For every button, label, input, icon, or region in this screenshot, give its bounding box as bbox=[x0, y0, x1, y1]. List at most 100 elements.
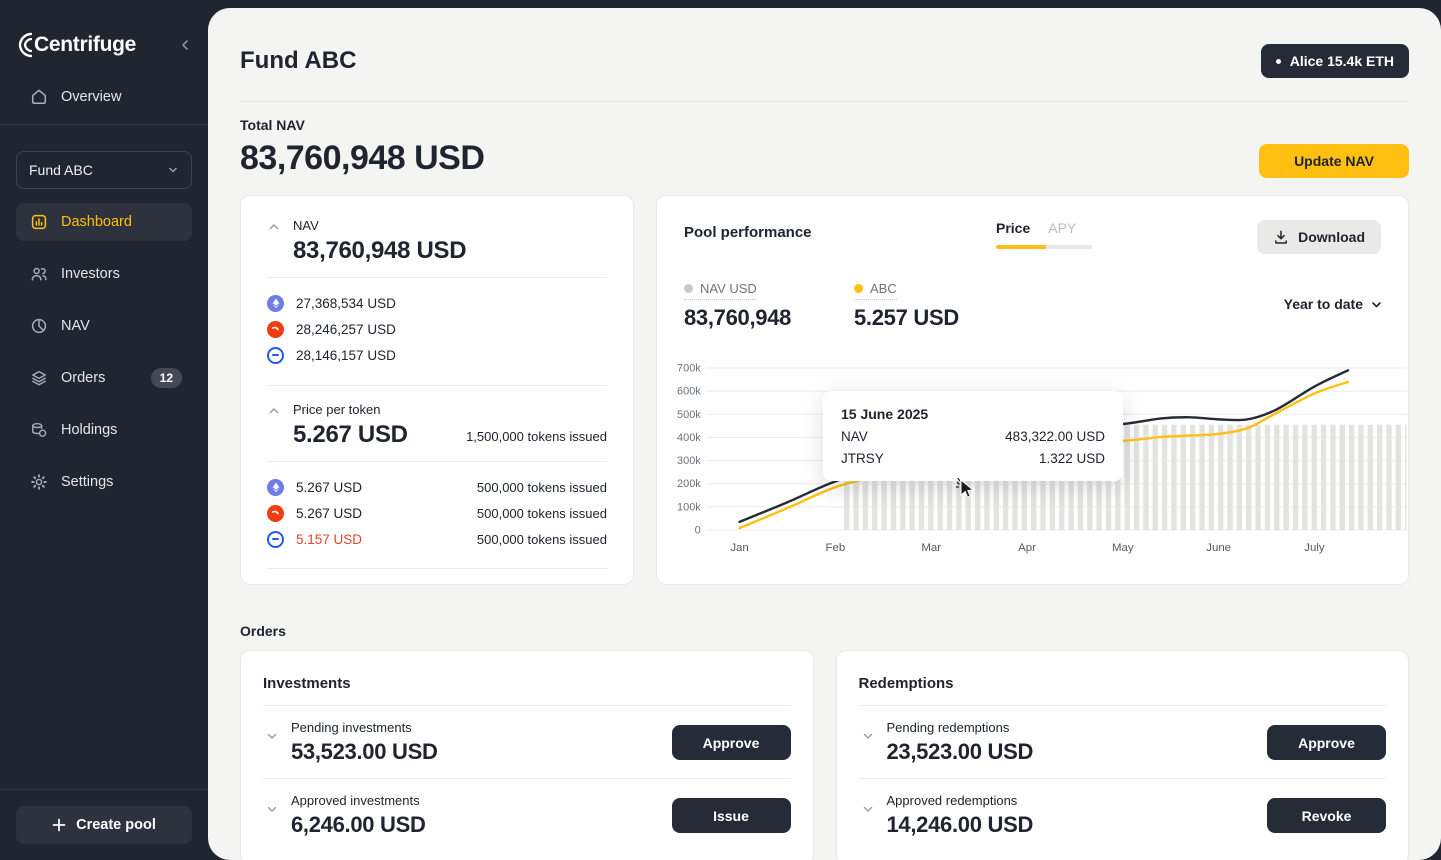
svg-text:June: June bbox=[1206, 542, 1231, 554]
divider bbox=[858, 705, 1386, 706]
tab-underline-inactive bbox=[1046, 245, 1092, 249]
tooltip-row-value: 1.322 USD bbox=[1038, 451, 1105, 466]
revoke-redemptions-button[interactable]: Revoke bbox=[1267, 798, 1386, 833]
sidebar-collapse-icon[interactable] bbox=[178, 38, 192, 52]
expand-row-icon[interactable] bbox=[861, 802, 875, 816]
ethereum-icon bbox=[267, 294, 284, 312]
approve-redemptions-button[interactable]: Approve bbox=[1267, 725, 1386, 760]
page-title: Fund ABC bbox=[240, 47, 357, 74]
redemptions-title: Redemptions bbox=[858, 675, 954, 692]
centrifuge-logo-arcs bbox=[18, 32, 32, 58]
range-select-value: Year to date bbox=[1283, 296, 1363, 312]
tab-underline-track bbox=[996, 245, 1092, 249]
blue-network-icon bbox=[267, 530, 284, 548]
collapse-section-icon[interactable] bbox=[267, 404, 281, 449]
header-divider bbox=[240, 101, 1409, 102]
tab-price[interactable]: Price bbox=[996, 220, 1031, 236]
svg-text:600k: 600k bbox=[677, 386, 701, 398]
tokens-issued-total: 1,500,000 tokens issued bbox=[466, 429, 607, 444]
logo-row: Centrifuge bbox=[16, 26, 192, 64]
coins-icon bbox=[30, 421, 48, 439]
svg-text:500k: 500k bbox=[677, 409, 701, 421]
divider bbox=[267, 277, 607, 278]
main-panel: Fund ABC Alice 15.4k ETH Total NAV 83,76… bbox=[208, 8, 1441, 860]
range-select[interactable]: Year to date bbox=[1284, 296, 1383, 312]
sidebar-item-investors[interactable]: Investors bbox=[16, 255, 192, 293]
legend-label-nav: NAV USD bbox=[700, 281, 757, 296]
svg-text:Apr: Apr bbox=[1018, 542, 1036, 554]
investments-title: Investments bbox=[263, 675, 351, 692]
price-section-value: 5.267 USD bbox=[293, 421, 408, 448]
home-icon bbox=[30, 88, 48, 106]
fund-select-value: Fund ABC bbox=[29, 162, 93, 178]
expand-row-icon[interactable] bbox=[265, 802, 279, 816]
plus-icon bbox=[52, 818, 66, 832]
create-pool-button[interactable]: Create pool bbox=[16, 806, 192, 844]
sidebar-item-settings[interactable]: Settings bbox=[16, 463, 192, 501]
sidebar-item-label: Dashboard bbox=[61, 214, 132, 230]
tab-apy[interactable]: APY bbox=[1048, 220, 1077, 236]
sidebar-item-dashboard[interactable]: Dashboard bbox=[16, 203, 192, 241]
legend-value-abc: 5.257 USD bbox=[854, 305, 959, 330]
create-pool-label: Create pool bbox=[76, 817, 156, 833]
legend-value-nav: 83,760,948 bbox=[684, 305, 792, 330]
chart-tooltip: 15 June 2025 NAV 483,322.00 USD JTRSY 1.… bbox=[823, 391, 1123, 481]
nav-chain-value: 28,146,157 USD bbox=[296, 347, 396, 363]
download-icon bbox=[1275, 230, 1288, 244]
order-row: Pending investments 53,523.00 USD Approv… bbox=[263, 706, 791, 778]
price-chain-value: 5.267 USD bbox=[296, 505, 363, 521]
sidebar-item-nav[interactable]: NAV bbox=[16, 307, 192, 345]
order-row-label: Approved redemptions bbox=[886, 793, 1018, 808]
wallet-badge-label: Alice 15.4k ETH bbox=[1289, 53, 1394, 69]
orders-count-badge: 12 bbox=[150, 368, 182, 388]
divider bbox=[267, 461, 607, 462]
investors-icon bbox=[30, 265, 48, 283]
svg-text:Jan: Jan bbox=[730, 542, 748, 554]
collapse-section-icon[interactable] bbox=[267, 220, 281, 265]
red-network-icon bbox=[267, 504, 284, 522]
tooltip-date: 15 June 2025 bbox=[841, 406, 929, 422]
divider bbox=[263, 778, 791, 779]
sidebar-item-holdings[interactable]: Holdings bbox=[16, 411, 192, 449]
centrifuge-logo: Centrifuge bbox=[16, 28, 136, 62]
tab-underline-active bbox=[996, 245, 1046, 249]
dashboard-icon bbox=[30, 213, 48, 231]
order-row: Approved redemptions 14,246.00 USD Revok… bbox=[859, 779, 1386, 851]
sidebar-item-label: Overview bbox=[61, 89, 122, 105]
pool-performance-card: Pool performance Download Price APY bbox=[656, 195, 1409, 585]
fund-select[interactable]: Fund ABC bbox=[16, 151, 192, 189]
logo-text: Centrifuge bbox=[34, 33, 137, 56]
tooltip-row-label: JTRSY bbox=[841, 451, 884, 466]
nav-section-label: NAV bbox=[293, 218, 319, 233]
svg-text:100k: 100k bbox=[677, 501, 701, 513]
svg-text:300k: 300k bbox=[677, 455, 701, 467]
issue-investments-button[interactable]: Issue bbox=[671, 798, 791, 833]
sidebar-divider bbox=[0, 124, 208, 125]
order-row: Approved investments 6,246.00 USD Issue bbox=[263, 779, 791, 851]
wallet-badge[interactable]: Alice 15.4k ETH bbox=[1260, 44, 1409, 78]
blue-network-icon bbox=[267, 346, 284, 364]
sidebar-item-orders[interactable]: Orders 12 bbox=[16, 359, 192, 397]
total-nav-value: 83,760,948 USD bbox=[240, 139, 485, 177]
chevron-down-icon bbox=[169, 167, 177, 173]
nav-chain-row: 28,246,257 USD bbox=[267, 316, 607, 342]
expand-row-icon[interactable] bbox=[861, 729, 875, 743]
sidebar-item-overview[interactable]: Overview bbox=[16, 82, 192, 112]
svg-text:July: July bbox=[1304, 542, 1325, 554]
investments-card: Investments Pending investments 53,523.0… bbox=[240, 650, 814, 860]
red-network-icon bbox=[267, 320, 284, 338]
redemptions-card: Redemptions Pending redemptions 23,523.0… bbox=[835, 650, 1409, 860]
price-chain-row: 5.267 USD 500,000 tokens issued bbox=[267, 474, 607, 500]
order-row-value: 23,523.00 USD bbox=[886, 739, 1034, 764]
ethereum-icon bbox=[267, 478, 284, 496]
approve-investments-button[interactable]: Approve bbox=[671, 725, 791, 760]
price-chain-value: 5.267 USD bbox=[296, 479, 363, 495]
legend-label-abc: ABC bbox=[870, 281, 897, 296]
update-nav-button[interactable]: Update NAV bbox=[1259, 144, 1409, 178]
nav-chain-row: 27,368,534 USD bbox=[267, 290, 607, 316]
download-button[interactable]: Download bbox=[1257, 220, 1381, 254]
chart-legend: NAV USD 83,760,948 ABC 5.257 USD bbox=[684, 281, 1381, 331]
legend-abc: ABC 5.257 USD bbox=[854, 281, 1024, 331]
expand-row-icon[interactable] bbox=[265, 729, 279, 743]
order-row-value: 14,246.00 USD bbox=[886, 812, 1034, 837]
